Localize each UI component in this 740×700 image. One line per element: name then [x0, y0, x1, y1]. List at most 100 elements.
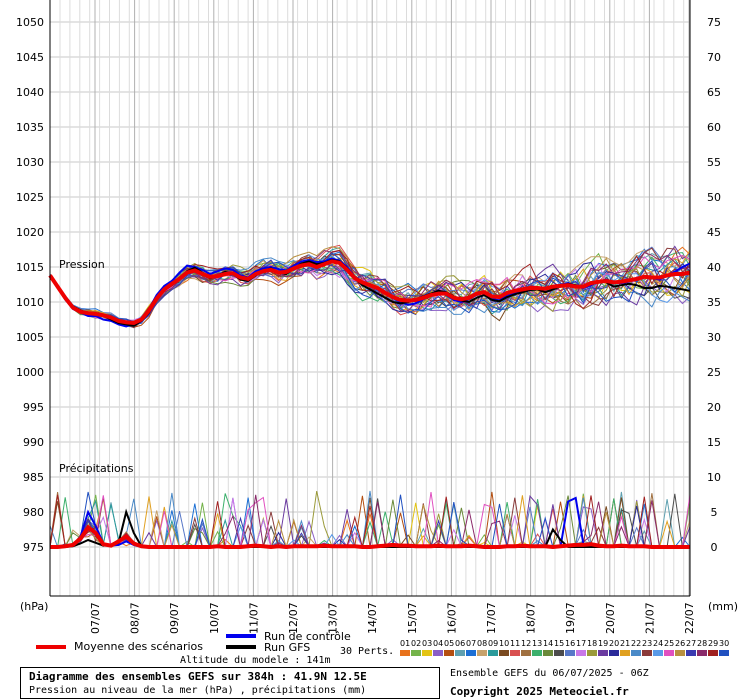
pert-09-swatch [488, 650, 498, 656]
pert-06-swatch [455, 650, 465, 656]
pert-18-label: 18 [587, 639, 597, 648]
legend-mean-label: Moyenne des scénarios [74, 640, 203, 653]
x-tick-label: 12/07 [287, 602, 300, 634]
perturbations-label: 30 Perts. [340, 646, 395, 657]
pert-14-label: 14 [543, 639, 553, 648]
x-tick-label: 21/07 [643, 602, 656, 634]
pert-05-swatch [444, 650, 454, 656]
pert-08-swatch [477, 650, 487, 656]
pressure-label: Pression [59, 258, 105, 271]
legend-control-label: Run de contrôle [264, 630, 351, 643]
left-tick-label: 1020 [16, 226, 44, 239]
x-tick-label: 16/07 [445, 602, 458, 634]
pert-11-swatch [510, 650, 520, 656]
x-tick-label: 13/07 [327, 602, 340, 634]
pert-04-label: 04 [433, 639, 443, 648]
left-tick-label: 1010 [16, 296, 44, 309]
left-tick-label: 1050 [16, 16, 44, 29]
main-lines [48, 257, 691, 550]
pert-03-label: 03 [422, 639, 432, 648]
pert-06-label: 06 [455, 639, 465, 648]
x-tick-label: 09/07 [168, 602, 181, 634]
pert-04-swatch [433, 650, 443, 656]
pert-13-swatch [532, 650, 542, 656]
left-tick-label: 975 [23, 541, 44, 554]
pert-09-label: 09 [488, 639, 498, 648]
right-tick-label: 5 [711, 506, 718, 519]
x-tick-label: 15/07 [406, 602, 419, 634]
pert-02-label: 02 [411, 639, 421, 648]
pert-21-swatch [620, 650, 630, 656]
pert-13-label: 13 [532, 639, 542, 648]
pert-29-swatch [708, 650, 718, 656]
pert-02-swatch [411, 650, 421, 656]
right-tick-label: 15 [707, 436, 721, 449]
x-tick-label: 18/07 [525, 602, 538, 634]
right-tick-label: 65 [707, 86, 721, 99]
left-unit: (hPa) [20, 600, 48, 613]
pert-29-label: 29 [708, 639, 718, 648]
pert-18-swatch [587, 650, 597, 656]
pert-07-label: 07 [466, 639, 476, 648]
pert-23-swatch [642, 650, 652, 656]
right-tick-label: 40 [707, 261, 721, 274]
footer-title: Diagramme des ensembles GEFS sur 384h : … [29, 670, 367, 683]
left-tick-label: 1015 [16, 261, 44, 274]
x-tick-label: 22/07 [683, 602, 696, 634]
pert-19-swatch [598, 650, 608, 656]
left-tick-label: 995 [23, 401, 44, 414]
pert-16-label: 16 [565, 639, 575, 648]
pert-17-swatch [576, 650, 586, 656]
left-tick-label: 1040 [16, 86, 44, 99]
pert-23-label: 23 [642, 639, 652, 648]
pert-21-label: 21 [620, 639, 630, 648]
pert-12-label: 12 [521, 639, 531, 648]
x-tick-label: 20/07 [604, 602, 617, 634]
pert-22-swatch [631, 650, 641, 656]
precip-label: Précipitations [59, 462, 134, 475]
pert-22-label: 22 [631, 639, 641, 648]
pert-20-label: 20 [609, 639, 619, 648]
pert-25-swatch [664, 650, 674, 656]
pert-11-label: 11 [510, 639, 520, 648]
pert-28-swatch [697, 650, 707, 656]
pert-12-swatch [521, 650, 531, 656]
pert-10-swatch [499, 650, 509, 656]
axes: 975 0 980 5 985 10 990 15 995 20 1000 25 1005 30 1010 3… [16, 0, 721, 634]
x-tick-label: 14/07 [366, 602, 379, 634]
left-tick-label: 985 [23, 471, 44, 484]
pert-08-label: 08 [477, 639, 487, 648]
pert-16-swatch [565, 650, 575, 656]
pert-30-swatch [719, 650, 729, 656]
pert-27-label: 27 [686, 639, 696, 648]
left-tick-label: 990 [23, 436, 44, 449]
right-tick-label: 70 [707, 51, 721, 64]
x-tick-label: 07/07 [89, 602, 102, 634]
right-tick-label: 20 [707, 401, 721, 414]
pert-10-label: 10 [499, 639, 509, 648]
right-tick-label: 35 [707, 296, 721, 309]
x-tick-label: 17/07 [485, 602, 498, 634]
pert-24-swatch [653, 650, 663, 656]
pert-01-swatch [400, 650, 410, 656]
left-tick-label: 1005 [16, 331, 44, 344]
pert-27-swatch [686, 650, 696, 656]
right-tick-label: 55 [707, 156, 721, 169]
pert-24-label: 24 [653, 639, 663, 648]
footer-subtitle: Pression au niveau de la mer (hPa) , pré… [29, 685, 367, 696]
legend-gfs-label: Run GFS [264, 641, 310, 654]
left-tick-label: 1000 [16, 366, 44, 379]
perturbation-legend: 01 02 03 04 05 06 07 08 09 10 11 12 13 14 15 16 17 18 19 20… [400, 639, 729, 656]
copyright: Copyright 2025 Meteociel.fr [450, 685, 629, 698]
pert-15-swatch [554, 650, 564, 656]
x-tick-label: 11/07 [247, 602, 260, 634]
right-tick-label: 60 [707, 121, 721, 134]
pert-30-label: 30 [719, 639, 729, 648]
ensemble-date: Ensemble GEFS du 06/07/2025 - 06Z [450, 668, 649, 679]
left-tick-label: 980 [23, 506, 44, 519]
pert-05-label: 05 [444, 639, 454, 648]
right-tick-label: 25 [707, 366, 721, 379]
x-tick-label: 08/07 [129, 602, 142, 634]
right-tick-label: 50 [707, 191, 721, 204]
